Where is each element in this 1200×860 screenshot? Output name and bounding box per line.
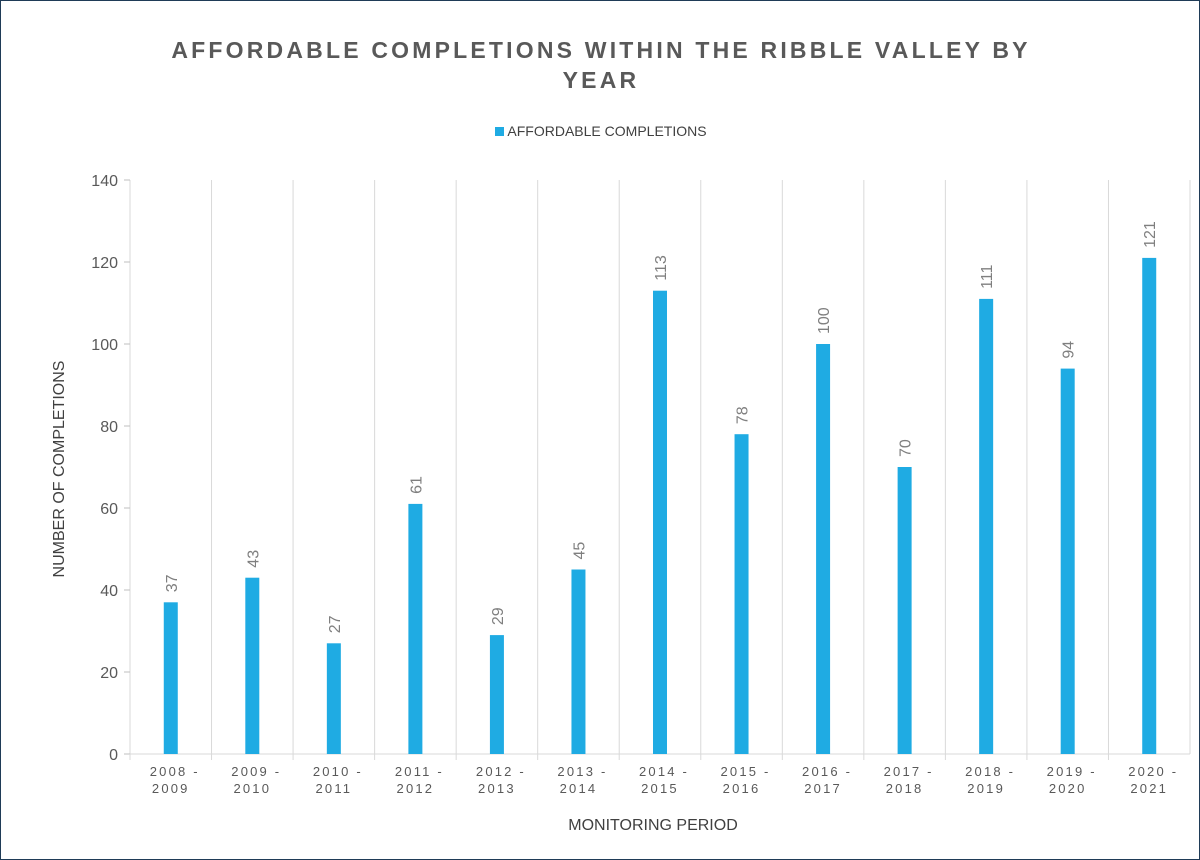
y-tick-label: 60	[100, 501, 118, 518]
data-label: 94	[1061, 341, 1078, 359]
x-tick-label: 2013 -2014	[557, 764, 607, 796]
y-tick-label: 140	[91, 173, 118, 190]
bar	[816, 344, 831, 754]
y-tick-label: 20	[100, 665, 118, 682]
bars	[163, 257, 1157, 754]
data-label: 100	[816, 307, 833, 334]
x-tick-label: 2011 -2012	[395, 764, 444, 796]
data-label: 78	[735, 406, 752, 424]
bar	[1142, 257, 1157, 754]
data-label: 43	[245, 550, 262, 568]
bar	[408, 503, 423, 754]
data-label: 37	[164, 574, 181, 592]
x-tick-label: 2012 -2013	[476, 764, 526, 796]
x-tick-label: 2010 -2011	[313, 764, 363, 796]
y-axis: 0 20 40 60 80 100 120 140	[91, 173, 130, 764]
bar	[571, 569, 586, 754]
data-label: 70	[898, 439, 915, 457]
x-axis-title: MONITORING PERIOD	[568, 817, 738, 834]
y-tick-label: 40	[100, 583, 118, 600]
legend-label: AFFORDABLE COMPLETIONS	[507, 123, 707, 139]
y-tick-label: 120	[91, 255, 118, 272]
bar	[979, 298, 994, 754]
x-tick-label: 2008 -2009	[150, 764, 200, 796]
data-label: 121	[1142, 221, 1159, 248]
y-axis-title: NUMBER OF COMPLETIONS	[51, 361, 68, 578]
data-label: 29	[490, 607, 507, 625]
data-labels: 37 43 27 61 29 45 113 78 100 70 111 94 121	[164, 221, 1159, 633]
chart-legend: AFFORDABLE COMPLETIONS	[1, 123, 1200, 139]
y-tick-label: 100	[91, 337, 118, 354]
data-label: 113	[653, 255, 670, 281]
x-axis: 2008 -2009 2009 -2010 2010 -2011 2011 -2012…	[129, 754, 1178, 796]
bar	[897, 467, 912, 754]
x-tick-label: 2020 -2021	[1128, 764, 1178, 796]
bar	[1060, 368, 1075, 754]
chart-title: AFFORDABLE COMPLETIONS WITHIN THE RIBBLE…	[171, 37, 1031, 93]
x-tick-label: 2016 -2017	[802, 764, 852, 796]
bar	[245, 577, 260, 754]
data-label: 27	[327, 615, 344, 633]
bar	[734, 434, 749, 754]
y-tick-label: 80	[100, 419, 118, 436]
data-label: 45	[571, 542, 588, 560]
x-tick-label: 2018 -2019	[965, 764, 1015, 796]
bar	[163, 602, 178, 754]
bar	[326, 643, 341, 754]
x-tick-label: 2014 -2015	[639, 764, 689, 796]
x-tick-label: 2015 -2016	[721, 764, 771, 796]
legend-swatch	[495, 127, 505, 136]
gridlines	[129, 180, 1191, 755]
x-tick-label: 2019 -2020	[1047, 764, 1097, 796]
x-tick-label: 2009 -2010	[231, 764, 281, 796]
bar	[489, 635, 504, 754]
y-tick-label: 0	[109, 747, 118, 764]
bar	[653, 290, 667, 754]
x-tick-label: 2017 -2018	[884, 764, 934, 796]
data-label: 111	[979, 264, 996, 288]
data-label: 61	[408, 476, 425, 494]
